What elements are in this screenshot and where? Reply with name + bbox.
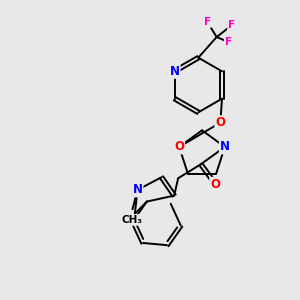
Text: F: F (204, 17, 211, 27)
Text: O: O (174, 140, 184, 153)
Text: N: N (133, 183, 142, 196)
Text: N: N (170, 65, 180, 78)
Text: O: O (215, 116, 225, 129)
Text: F: F (228, 20, 235, 30)
Text: F: F (225, 37, 232, 47)
Text: N: N (220, 140, 230, 153)
Text: CH₃: CH₃ (122, 215, 143, 225)
Text: O: O (210, 178, 220, 191)
